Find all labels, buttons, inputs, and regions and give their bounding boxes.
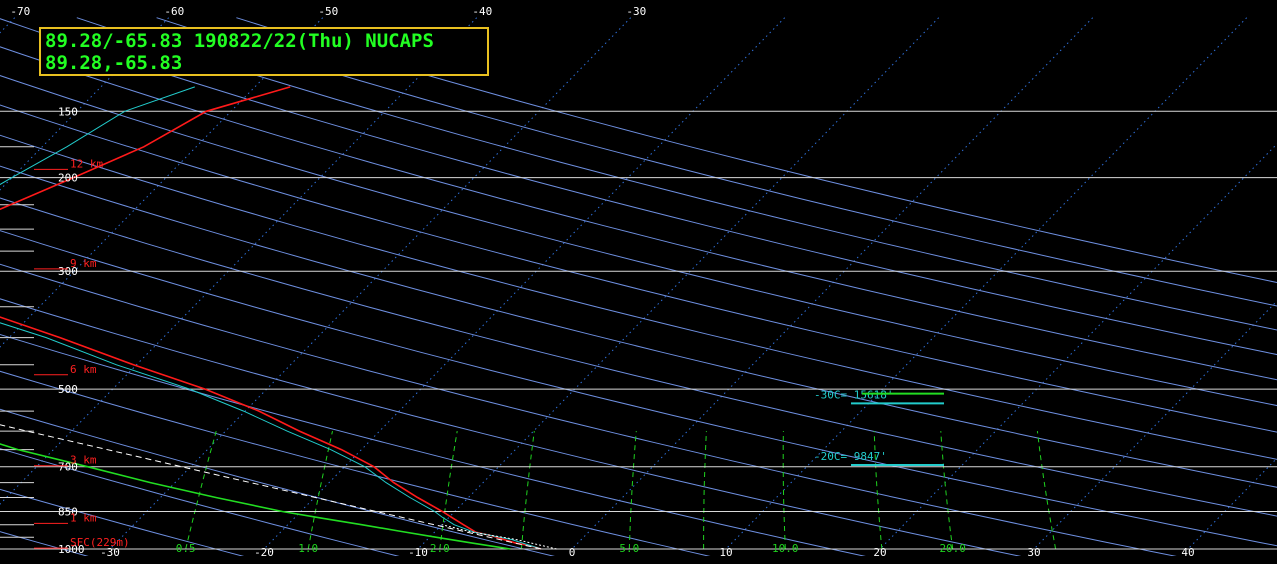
dry-adiabat-line [236, 17, 1277, 284]
x-top-tick-label: -60 [164, 5, 184, 18]
dry-adiabat-line [0, 134, 1277, 460]
mixing-ratio-line [782, 431, 786, 550]
height-label: 12 km [70, 157, 103, 170]
x-bottom-tick-label: 20 [873, 546, 886, 559]
pressure-tick-label: 500 [58, 383, 78, 396]
mixing-ratio-label: 0.5 [176, 542, 196, 555]
height-label: 1 km [70, 511, 97, 524]
dry-adiabat-line [0, 408, 555, 556]
height-label: 9 km [70, 257, 97, 270]
mixing-ratio-label: 20.0 [939, 542, 966, 555]
x-bottom-tick-label: -10 [408, 546, 428, 559]
grid-layer [0, 17, 1277, 556]
dry-adiabat-line [156, 17, 1277, 307]
series-surface-parcel-line [441, 524, 557, 550]
height-label: 3 km [70, 454, 97, 467]
dry-adiabat-line [0, 104, 1277, 433]
x-bottom-tick-label: 10 [719, 546, 732, 559]
info-line-2: 89.28,-65.83 [45, 52, 182, 74]
dry-adiabat-line [0, 75, 1277, 407]
trace-layer [0, 86, 557, 550]
mixing-ratio-line [439, 431, 458, 550]
mixing-ratio-line [520, 431, 535, 550]
dry-adiabat-line [0, 448, 400, 556]
x-bottom-tick-label: 40 [1181, 546, 1194, 559]
mixing-ratio-line [703, 431, 707, 549]
x-top-tick-label: -40 [472, 5, 492, 18]
pressure-tick-label: 700 [58, 461, 78, 474]
mixing-ratio-line [628, 431, 637, 550]
x-bottom-tick-label: -30 [100, 546, 120, 559]
info-box-frame [39, 27, 489, 76]
mixing-ratio-line [1036, 431, 1057, 550]
mixing-ratio-line [873, 431, 883, 550]
x-bottom-tick-label: -20 [254, 546, 274, 559]
dry-adiabat-line [0, 46, 1277, 381]
mixing-ratio-label: 10.0 [772, 542, 799, 555]
mixing-ratio-label: 5.0 [619, 542, 639, 555]
dry-adiabat-line [0, 165, 1277, 488]
x-top-tick-label: -30 [626, 5, 646, 18]
series-virtual-temperature-line [0, 86, 542, 550]
freezing-level-label: -20C= 9847' [814, 450, 887, 463]
dry-adiabat-line [0, 230, 1277, 547]
mixing-ratio-label: 2.0 [430, 542, 450, 555]
x-top-tick-label: -70 [10, 5, 30, 18]
height-label: 6 km [70, 363, 97, 376]
mixing-ratio-line [940, 431, 954, 550]
pressure-tick-label: 1000 [58, 543, 85, 556]
info-line-1: 89.28/-65.83 190822/22(Thu) NUCAPS [45, 30, 434, 52]
pressure-tick-label: 850 [58, 506, 78, 519]
info-box: 89.28/-65.83 190822/22(Thu) NUCAPS 89.28… [39, 27, 489, 76]
pressure-tick-label: 200 [58, 172, 78, 185]
dry-adiabat-line [0, 333, 866, 556]
dry-adiabat-line [0, 298, 1022, 556]
dry-adiabat-line [0, 263, 1177, 556]
pressure-tick-label: 150 [58, 105, 78, 118]
x-top-tick-label: -50 [318, 5, 338, 18]
height-label: SFC(229m) [70, 536, 130, 549]
dry-adiabat-line [76, 17, 1277, 331]
dry-adiabat-line [0, 370, 711, 556]
x-bottom-tick-label: 0 [569, 546, 576, 559]
series-dewpoint-line [0, 443, 511, 550]
freezing-level-label: -30C= 15618' [814, 388, 893, 401]
dry-adiabat-line [0, 18, 1277, 356]
x-bottom-tick-label: 30 [1027, 546, 1040, 559]
dry-adiabat-line [0, 197, 1277, 517]
label-layer: -100-90-80-70-60-50-40-30-30-20-10010203… [10, 5, 1194, 559]
mixing-ratio-label: 1.0 [298, 542, 318, 555]
